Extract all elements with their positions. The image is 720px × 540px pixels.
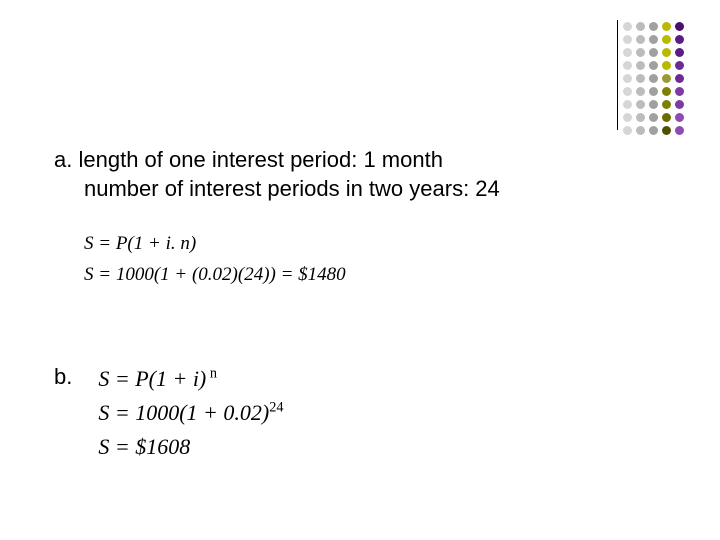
dot — [662, 100, 671, 109]
formula-compound-interest: S = P(1 + i) n — [98, 362, 283, 396]
part-a: a. length of one interest period: 1 mont… — [54, 146, 654, 290]
dot — [636, 74, 645, 83]
formula-simple-interest-eval: S = 1000(1 + (0.02)(24)) = $1480 — [84, 260, 654, 290]
dot — [675, 35, 684, 44]
formula-simple-interest: S = P(1 + i. n) — [84, 229, 654, 259]
dot — [662, 35, 671, 44]
dot — [675, 100, 684, 109]
dot — [649, 35, 658, 44]
slide: a. length of one interest period: 1 mont… — [0, 0, 720, 540]
part-a-label: a. — [54, 147, 72, 172]
dot — [636, 113, 645, 122]
dot — [662, 48, 671, 57]
dot — [649, 87, 658, 96]
dot-decoration — [623, 22, 684, 135]
dot-column — [636, 22, 645, 135]
dot — [649, 22, 658, 31]
dot — [623, 22, 632, 31]
dot — [649, 48, 658, 57]
dot — [649, 61, 658, 70]
part-a-line2: number of interest periods in two years:… — [84, 175, 654, 204]
part-a-formulas: S = P(1 + i. n) S = 1000(1 + (0.02)(24))… — [84, 229, 654, 290]
dot — [675, 74, 684, 83]
dot — [675, 48, 684, 57]
dot — [636, 87, 645, 96]
dot — [636, 61, 645, 70]
dot — [662, 22, 671, 31]
dot — [636, 126, 645, 135]
dot — [623, 100, 632, 109]
part-a-text1: length of one interest period: 1 month — [78, 147, 442, 172]
dot — [649, 113, 658, 122]
dot-column — [662, 22, 671, 135]
vertical-rule — [617, 20, 618, 130]
dot — [662, 126, 671, 135]
dot — [623, 35, 632, 44]
dot — [636, 48, 645, 57]
dot-column — [623, 22, 632, 135]
dot — [623, 74, 632, 83]
dot — [675, 113, 684, 122]
formula-compound-result: S = $1608 — [98, 430, 283, 464]
dot — [675, 61, 684, 70]
dot — [649, 100, 658, 109]
dot — [662, 113, 671, 122]
dot — [636, 35, 645, 44]
dot — [623, 48, 632, 57]
dot-column — [649, 22, 658, 135]
formula-compound-interest-eval: S = 1000(1 + 0.02)24 — [98, 396, 283, 430]
dot — [675, 126, 684, 135]
dot — [675, 87, 684, 96]
part-b-formulas: S = P(1 + i) n S = 1000(1 + 0.02)24 S = … — [98, 362, 283, 464]
dot — [623, 61, 632, 70]
part-a-line1: a. length of one interest period: 1 mont… — [54, 146, 654, 175]
part-b-label: b. — [54, 362, 72, 390]
dot — [675, 22, 684, 31]
dot — [623, 87, 632, 96]
dot — [662, 74, 671, 83]
dot — [623, 126, 632, 135]
dot — [649, 126, 658, 135]
dot — [636, 22, 645, 31]
dot — [636, 100, 645, 109]
dot — [662, 61, 671, 70]
dot — [662, 87, 671, 96]
part-b: b. S = P(1 + i) n S = 1000(1 + 0.02)24 S… — [54, 362, 284, 464]
dot-column — [675, 22, 684, 135]
dot — [623, 113, 632, 122]
dot — [649, 74, 658, 83]
